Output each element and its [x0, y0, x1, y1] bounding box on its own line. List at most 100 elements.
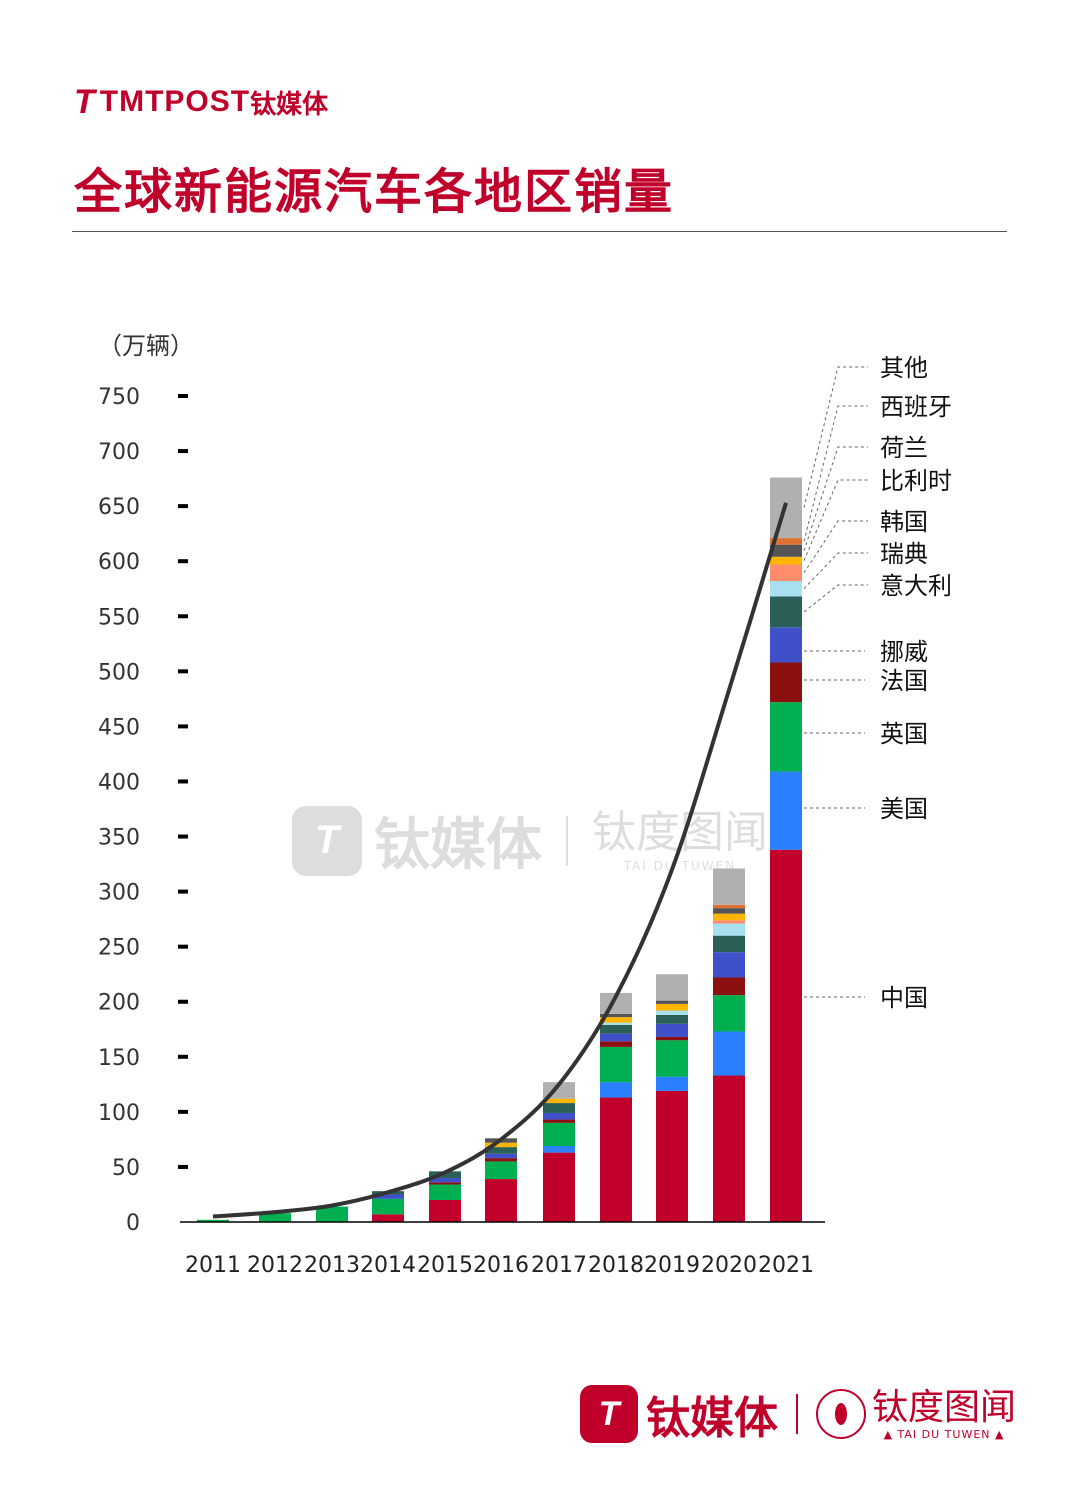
y-tick-label: 250	[98, 936, 140, 961]
x-tick-label: 2018	[588, 1253, 644, 1278]
bar-segment-2019-8	[656, 1003, 688, 1011]
x-tick-label: 2014	[360, 1253, 416, 1278]
y-tick-label: 750	[98, 385, 140, 410]
x-tick-label: 2011	[185, 1253, 241, 1278]
bar-segment-2017-3	[543, 1119, 575, 1123]
legend-leader-line	[803, 446, 868, 551]
bar-segment-2017-8	[543, 1098, 575, 1104]
footer-brand2-en: ▲ TAI DU TUWEN ▲	[883, 1427, 1005, 1441]
bar-segment-2021-7	[770, 564, 802, 582]
y-tick-label: 300	[98, 881, 140, 906]
y-axis-unit: （万辆）	[98, 332, 194, 360]
bar-segment-2018-1	[600, 1082, 632, 1098]
bar-segment-2020-3	[713, 977, 745, 996]
footer-divider	[796, 1394, 798, 1434]
bar-segment-2016-2	[485, 1161, 517, 1180]
bar-segment-2020-5	[713, 935, 745, 953]
legend-label: 韩国	[880, 508, 928, 536]
legend-leader-line	[803, 405, 868, 542]
bar-segment-2018-4	[600, 1033, 632, 1042]
bar-segment-2020-7	[713, 920, 745, 924]
y-tick-mark	[178, 999, 188, 1004]
bar-segment-2020-2	[713, 995, 745, 1032]
legend-label: 荷兰	[880, 434, 928, 462]
bar-segment-2019-0	[656, 1090, 688, 1222]
y-tick-mark	[178, 1054, 188, 1059]
legend-leader-line	[803, 520, 868, 574]
legend-label: 挪威	[880, 638, 928, 666]
legend-label: 中国	[880, 984, 928, 1012]
y-tick-mark	[178, 614, 188, 619]
bar-segment-2019-3	[656, 1036, 688, 1041]
legend-label: 英国	[880, 720, 928, 748]
y-tick-label: 500	[98, 660, 140, 685]
y-tick-label: 600	[98, 550, 140, 575]
legend-leader-line	[803, 366, 868, 508]
bar-segment-2018-5	[600, 1024, 632, 1034]
bar-segment-2017-4	[543, 1112, 575, 1120]
bar-segment-2021-2	[770, 702, 802, 772]
bar-segment-2019-1	[656, 1076, 688, 1091]
footer-brand: 钛媒体	[646, 1393, 778, 1444]
bar-segment-2017-1	[543, 1146, 575, 1153]
logo-mark: T	[74, 82, 96, 121]
bar-segment-2016-0	[485, 1179, 517, 1222]
y-tick-label: 700	[98, 440, 140, 465]
bar-segment-2016-3	[485, 1158, 517, 1162]
bar-segment-2021-3	[770, 662, 802, 703]
legend-leader-line	[803, 552, 868, 590]
tmtpost-logo: T TMTPOST 钛媒体	[74, 82, 329, 121]
bar-segment-2020-11	[713, 868, 745, 905]
bar-segment-2017-0	[543, 1152, 575, 1222]
bar-segment-2015-4	[429, 1177, 461, 1183]
y-tick-label: 650	[98, 495, 140, 520]
bar-segment-2021-4	[770, 627, 802, 663]
bar-segment-2016-4	[485, 1153, 517, 1159]
bar-segment-2019-11	[656, 974, 688, 1001]
footer-logo: T 钛媒体 钛度图闻 ▲ TAI DU TUWEN ▲	[580, 1382, 1016, 1446]
bar-segment-2015-3	[429, 1182, 461, 1185]
x-tick-label: 2015	[417, 1253, 473, 1278]
logo-cn: 钛媒体	[250, 88, 329, 119]
bar-segment-2011-2	[197, 1219, 229, 1222]
legend-label: 瑞典	[880, 540, 928, 568]
bar-segment-2020-4	[713, 952, 745, 978]
eye-icon	[816, 1389, 866, 1439]
bar-segment-2021-9	[770, 544, 802, 557]
x-tick-label: 2013	[304, 1253, 360, 1278]
bar-segment-2021-6	[770, 581, 802, 597]
y-tick-mark	[178, 1109, 188, 1114]
bar-segment-2020-1	[713, 1031, 745, 1076]
y-tick-label: 150	[98, 1046, 140, 1071]
y-tick-mark	[178, 449, 188, 454]
bar-segment-2019-6	[656, 1010, 688, 1015]
legend-label: 比利时	[880, 467, 952, 495]
bar-segment-2019-4	[656, 1023, 688, 1037]
watermark-divider	[566, 815, 568, 866]
bar-segment-2021-5	[770, 596, 802, 628]
logo-text: TMTPOST	[99, 85, 251, 118]
bar-segment-2020-0	[713, 1075, 745, 1222]
y-tick-mark	[178, 669, 188, 674]
y-tick-label: 350	[98, 826, 140, 851]
y-tick-mark	[178, 724, 188, 729]
trend-line	[212, 502, 788, 1219]
bar-segment-2014-0	[372, 1214, 404, 1222]
y-tick-mark	[178, 504, 188, 509]
bar-segment-2021-0	[770, 849, 802, 1222]
legend-label: 其他	[880, 354, 928, 382]
y-tick-mark	[178, 944, 188, 949]
bar-segment-2012-2	[259, 1213, 291, 1222]
bar-segment-2018-2	[600, 1046, 632, 1083]
y-tick-label: 400	[98, 770, 140, 795]
bar-segment-2018-6	[600, 1022, 632, 1025]
legend-leader-line	[803, 584, 868, 613]
footer-logo-mark: T	[580, 1385, 638, 1443]
y-tick-mark	[178, 394, 188, 398]
bar-segment-2020-6	[713, 923, 745, 936]
bar-segment-2018-8	[600, 1017, 632, 1023]
watermark-brand2-group: 钛度图闻 TAI DU TUWEN	[592, 807, 768, 874]
legend-label: 法国	[880, 667, 928, 695]
y-tick-label: 100	[98, 1101, 140, 1126]
